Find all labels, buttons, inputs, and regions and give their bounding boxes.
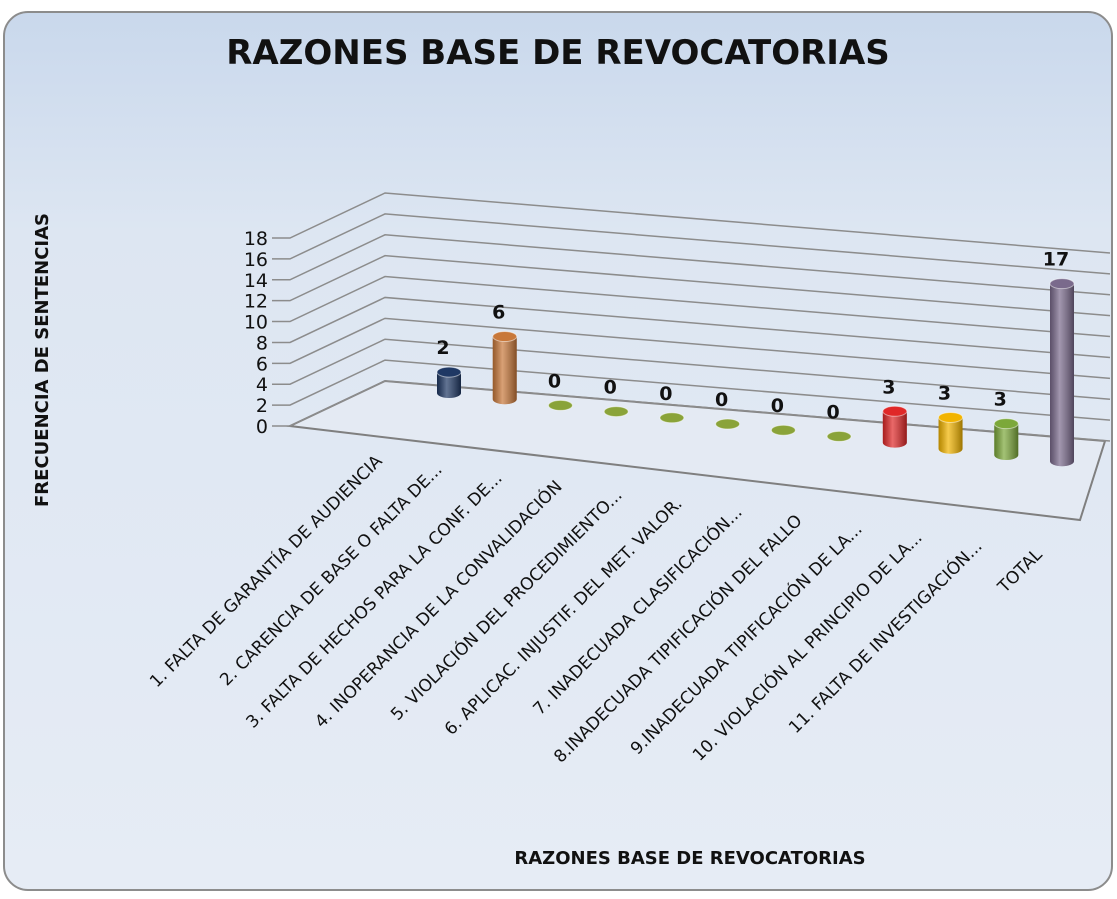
- y-tick-label: 14: [244, 270, 268, 292]
- grid-line: [272, 296, 1111, 359]
- bar: [938, 411, 964, 454]
- y-tick-label: 16: [244, 249, 268, 271]
- value-label: 2: [436, 337, 449, 359]
- y-axis-label: FRECUENCIA DE SENTENCIAS: [32, 213, 53, 507]
- bar: [993, 418, 1019, 460]
- grid-line: [272, 275, 1111, 338]
- y-tick-label: 2: [256, 395, 268, 417]
- value-label: 3: [882, 376, 895, 398]
- grid-line: [272, 359, 1111, 421]
- value-label: 6: [492, 302, 505, 324]
- y-tick-label: 6: [256, 353, 268, 375]
- grid-line: [272, 234, 1111, 296]
- y-tick-label: 18: [244, 228, 268, 250]
- y-tick-label: 8: [256, 332, 268, 354]
- value-label: 0: [548, 370, 561, 392]
- grid-line: [272, 254, 1111, 317]
- grid-line: [272, 380, 1111, 442]
- value-label: 3: [938, 382, 951, 404]
- bar: [882, 405, 908, 448]
- grid-line: [272, 213, 1111, 275]
- bar: [826, 430, 852, 442]
- y-tick-label: 10: [244, 312, 268, 334]
- bar: [492, 331, 518, 405]
- grid-line: [272, 317, 1111, 380]
- value-label: 0: [604, 377, 617, 399]
- bar: [1049, 278, 1075, 467]
- bar: [715, 418, 741, 430]
- bar: [770, 424, 796, 436]
- value-label: 17: [1043, 249, 1069, 271]
- y-tick-label: 12: [244, 291, 268, 313]
- x-axis-label: RAZONES BASE DE REVOCATORIAS: [514, 848, 865, 869]
- bar: [436, 366, 462, 398]
- bar: [659, 412, 685, 424]
- chart-title: RAZONES BASE DE REVOCATORIAS: [226, 33, 890, 73]
- y-tick-label: 0: [256, 416, 268, 438]
- value-label: 0: [659, 383, 672, 405]
- grid-line: [272, 338, 1111, 400]
- bar: [547, 399, 573, 411]
- y-tick-label: 4: [256, 374, 268, 396]
- bar: [603, 406, 629, 418]
- value-label: 3: [994, 389, 1007, 411]
- value-label: 0: [771, 395, 784, 417]
- value-label: 0: [715, 389, 728, 411]
- value-label: 0: [826, 401, 839, 423]
- grid-line: [272, 192, 1111, 254]
